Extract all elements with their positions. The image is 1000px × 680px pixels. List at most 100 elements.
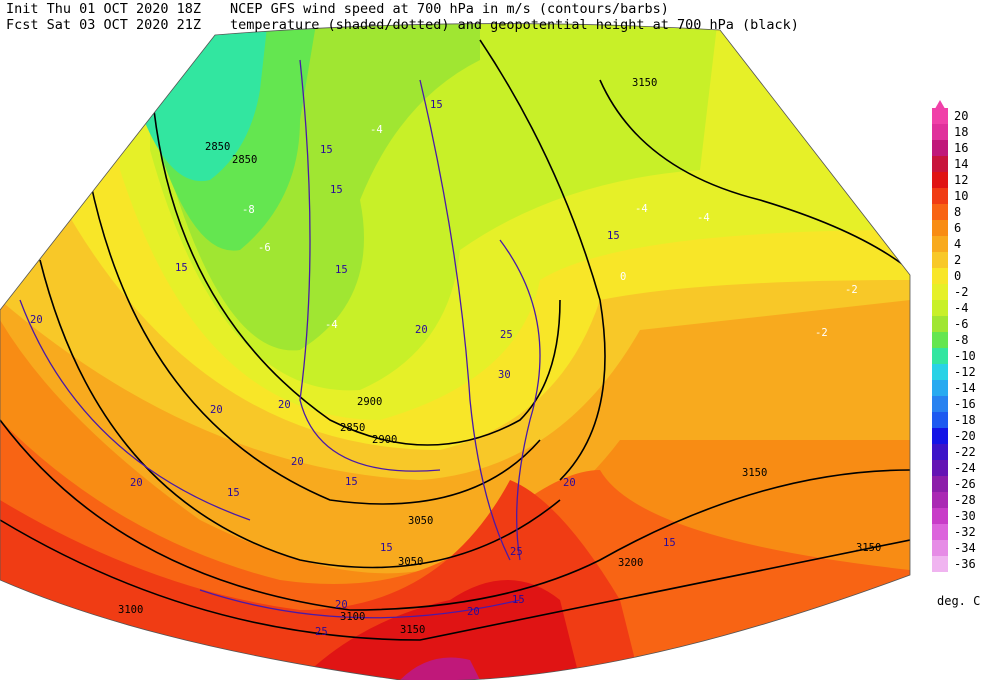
wind-label: 20 [291,456,304,468]
height-label: 3050 [398,556,423,568]
color-swatch [932,412,948,428]
color-swatch [932,252,948,268]
color-bar-label: -18 [954,413,976,427]
wind-label: 15 [320,144,333,156]
wind-label: 15 [430,99,443,111]
height-label: 2850 [205,141,230,153]
color-swatch [932,236,948,252]
temp-label: -4 [325,319,338,331]
color-bar-label: -36 [954,557,976,571]
height-contours [0,39,910,641]
height-label: 2850 [340,422,365,434]
color-bar-label: -28 [954,493,976,507]
temp-label: -6 [258,242,271,254]
color-bar-label: -2 [954,285,968,299]
color-bar-label: -16 [954,397,976,411]
color-bar-label: 20 [954,109,968,123]
color-swatch [932,268,948,284]
wind-label: 15 [335,264,348,276]
wind-label: 20 [30,314,43,326]
wind-label: 20 [563,477,576,489]
color-bar-label: -24 [954,461,976,475]
wind-label: 15 [345,476,358,488]
color-swatch [932,108,948,124]
color-bar-label: 12 [954,173,968,187]
wind-label: 15 [663,537,676,549]
color-bar-label: 0 [954,269,961,283]
color-bar-label: -22 [954,445,976,459]
color-swatch [932,380,948,396]
domain-border [0,23,911,680]
wind-label: 15 [175,262,188,274]
height-label: 2850 [232,154,257,166]
wind-labels: 15 15 15 15 15 20 20 25 30 20 20 20 15 1… [30,99,676,638]
color-swatch [932,140,948,156]
wind-label: 25 [500,329,513,341]
height-label: 2900 [372,434,397,446]
wind-label: 20 [210,404,223,416]
height-label: 3100 [118,604,143,616]
wind-label: 20 [415,324,428,336]
color-bar-label: -14 [954,381,976,395]
wind-label: 15 [330,184,343,196]
color-swatch [932,316,948,332]
height-label: 3150 [400,624,425,636]
temp-label: -8 [242,204,255,216]
color-swatch [932,444,948,460]
temp-label: 0 [620,271,626,283]
color-swatch [932,476,948,492]
color-bar-label: -4 [954,301,968,315]
color-swatch [932,284,948,300]
color-swatch [932,364,948,380]
color-bar-label: -12 [954,365,976,379]
color-bar-label: 8 [954,205,961,219]
color-bar-label: 14 [954,157,968,171]
color-bar-label: 2 [954,253,961,267]
wind-label: 15 [227,487,240,499]
wind-contours [19,59,541,619]
temp-label: -2 [845,284,858,296]
temp-label: -2 [815,327,828,339]
wind-label: 20 [467,606,480,618]
color-bar-label: 10 [954,189,968,203]
color-swatch [932,300,948,316]
color-swatch [932,396,948,412]
color-swatch [932,204,948,220]
temp-label: -4 [635,203,648,215]
color-bar-label: -34 [954,541,976,555]
wind-label: 30 [498,369,511,381]
color-swatch [932,508,948,524]
height-label: 3200 [618,557,643,569]
color-bar-label: -6 [954,317,968,331]
color-bar: 20181614121086420-2-4-6-8-10-12-14-16-18… [932,100,976,572]
wind-label: 15 [607,230,620,242]
height-label: 2900 [357,396,382,408]
color-bar-label: -32 [954,525,976,539]
color-swatch [932,524,948,540]
color-swatch [932,428,948,444]
wind-label: 15 [380,542,393,554]
wind-label: 20 [278,399,291,411]
height-label: 3150 [632,77,657,89]
height-labels: 2850 2850 3150 2900 2850 2900 3050 3050 … [118,77,881,636]
legend-unit: deg. C [937,594,980,608]
color-swatch [932,332,948,348]
color-swatch [932,556,948,572]
title-line: temperature (shaded/dotted) and geopoten… [230,17,799,33]
color-bar-label: -8 [954,333,968,347]
forecast-time: Fcst Sat 03 OCT 2020 21Z [6,17,201,33]
temp-label: -4 [697,212,710,224]
height-label: 3100 [340,611,365,623]
color-swatch [932,124,948,140]
wind-label: 15 [512,594,525,606]
color-bar-label: -10 [954,349,976,363]
temp-label: -4 [370,124,383,136]
height-label: 3050 [408,515,433,527]
color-swatch [932,460,948,476]
wind-label: 20 [130,477,143,489]
color-swatch [932,172,948,188]
color-bar-label: -30 [954,509,976,523]
